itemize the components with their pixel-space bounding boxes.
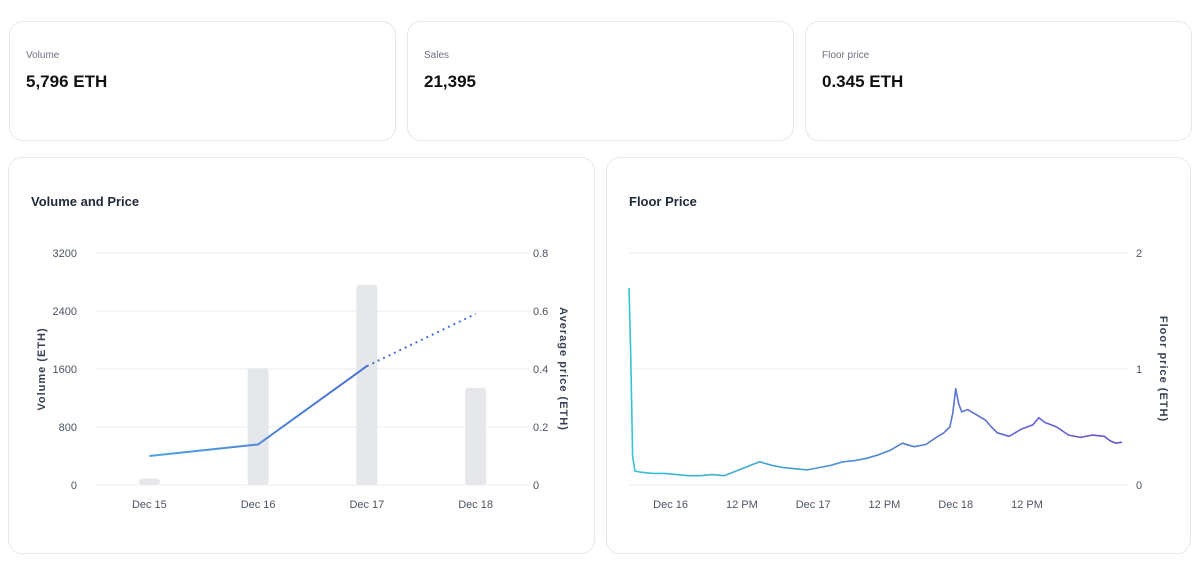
y-tick-label: 0: [1136, 480, 1142, 492]
y-tick-label: 2: [1136, 248, 1142, 260]
x-tick-label: 12 PM: [726, 499, 758, 511]
floor-price-chart-title: Floor Price: [629, 194, 697, 209]
y2-tick-label: 0.2: [533, 422, 548, 434]
x-tick-label: Dec 17: [796, 499, 831, 511]
volume-price-chart-title: Volume and Price: [31, 194, 140, 209]
floor-price-chart: 0 1 2 Dec 16 12 PM Dec 17 12 PM Dec 18 12 PM Floo…: [628, 248, 1169, 511]
y2-tick-label: 0: [533, 480, 539, 492]
floor-price-chart-card: Floor Price: [606, 157, 1191, 554]
y-axis-title: Volume (ETH): [36, 327, 48, 410]
x-tick-label: Dec 16: [241, 499, 276, 511]
sales-stat-value: 21,395: [424, 72, 476, 91]
x-tick-label: Dec 16: [653, 499, 688, 511]
x-tick-label: 12 PM: [1011, 499, 1043, 511]
average-price-line: [149, 365, 368, 457]
y-tick-label: 1: [1136, 364, 1142, 376]
floor-price-stat-card: Floor price 0.345 ETH: [805, 21, 1192, 141]
floor-price-line: [628, 287, 1123, 477]
floor-price-stat-label: Floor price: [822, 50, 870, 61]
y-tick-label: 2400: [53, 306, 77, 318]
y-tick-label: 1600: [53, 364, 77, 376]
floor-price-stat-value: 0.345 ETH: [822, 72, 904, 91]
x-tick-label: Dec 17: [349, 499, 384, 511]
volume-price-chart-card: Volume and Price: [8, 157, 595, 554]
volume-stat-card: Volume 5,796 ETH: [9, 21, 396, 141]
sales-stat-card: Sales 21,395: [407, 21, 794, 141]
x-tick-label: Dec 15: [132, 499, 167, 511]
volume-stat-value: 5,796 ETH: [26, 72, 108, 91]
x-tick-label: Dec 18: [458, 499, 493, 511]
y2-axis-title: Average price (ETH): [557, 307, 569, 431]
volume-stat-label: Volume: [26, 50, 60, 61]
sales-stat-label: Sales: [424, 50, 450, 61]
y2-tick-label: 0.4: [533, 364, 548, 376]
volume-bar: [356, 284, 378, 485]
y-tick-label: 800: [59, 422, 77, 434]
volume-bar: [247, 368, 269, 485]
volume-price-chart: 0 800 1600 2400 3200 0 0.2 0.4 0.6 0.8 Dec 15 Dec 1…: [36, 248, 569, 511]
y2-tick-label: 0.6: [533, 306, 548, 318]
x-tick-label: Dec 18: [938, 499, 973, 511]
x-tick-label: 12 PM: [869, 499, 901, 511]
y-tick-label: 0: [71, 480, 77, 492]
average-price-projection-line: [366, 312, 477, 368]
volume-bar: [138, 478, 160, 485]
y-tick-label: 3200: [53, 248, 77, 260]
volume-bar: [465, 387, 487, 485]
y2-tick-label: 0.8: [533, 248, 548, 260]
y-axis-title: Floor price (ETH): [1157, 316, 1169, 422]
